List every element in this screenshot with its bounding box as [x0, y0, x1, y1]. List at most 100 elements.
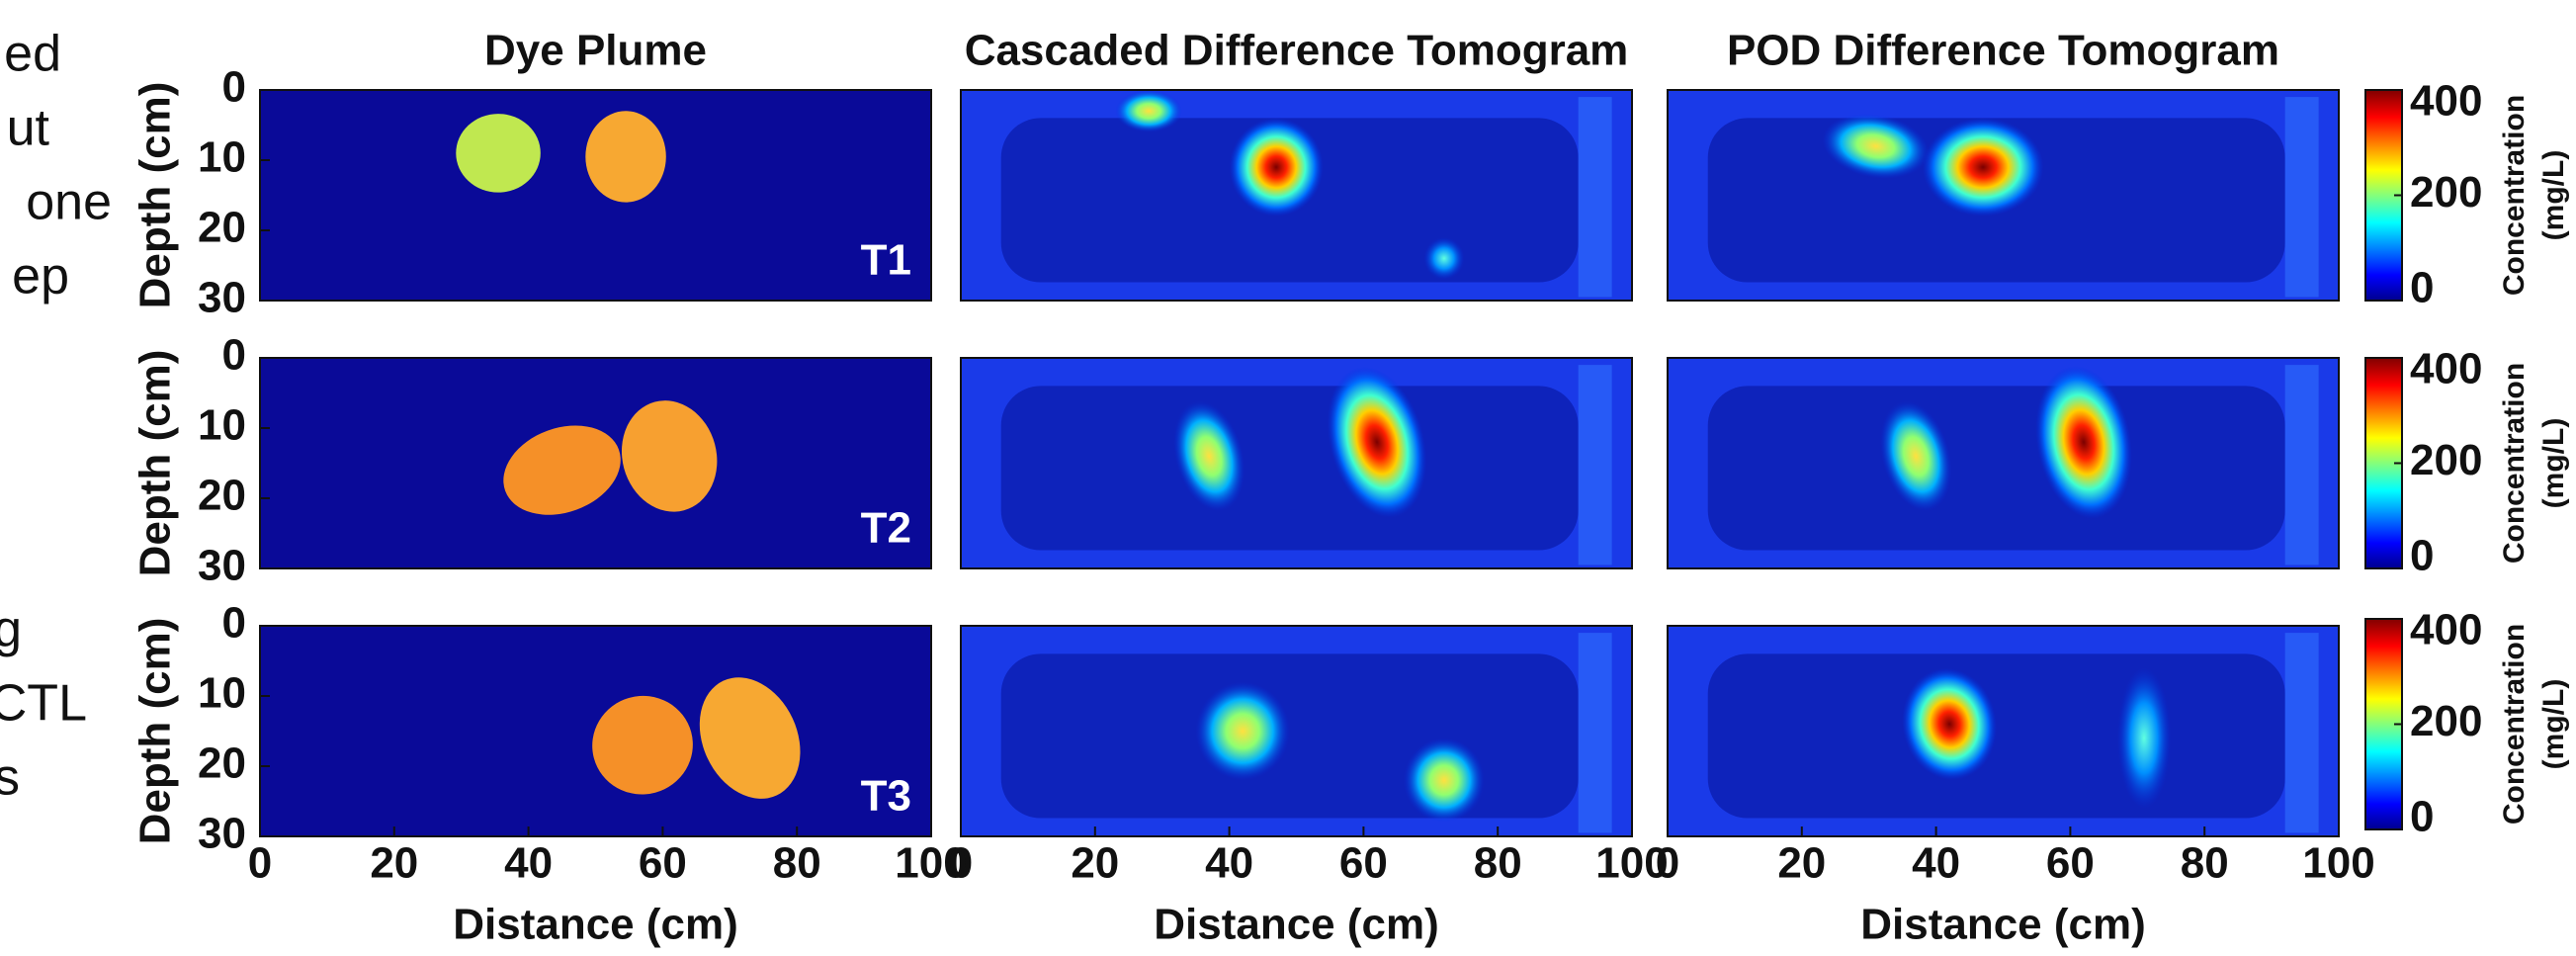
panel-frame [960, 625, 1633, 837]
plume [1923, 118, 2044, 217]
x-tick-label: 80 [1474, 839, 1522, 888]
panel-frame [960, 89, 1633, 302]
colorbar-tick-label: 200 [2410, 168, 2482, 217]
heatmap-panel [960, 357, 1633, 569]
colorbar-tick-label: 400 [2410, 77, 2482, 126]
column-title: Cascaded Difference Tomogram [965, 27, 1629, 75]
plume [1195, 681, 1290, 781]
colorbar-tick-label: 200 [2410, 697, 2482, 745]
colorbar-label: Concentration [2498, 363, 2531, 564]
plume [621, 400, 718, 512]
y-tick-label: 30 [198, 810, 246, 858]
heatmap-panel [1667, 89, 2340, 302]
colorbar-tick-label: 0 [2410, 532, 2434, 580]
y-tick-label: 0 [222, 63, 246, 112]
plume [1902, 667, 1998, 780]
y-tick-label: 30 [198, 274, 246, 322]
y-tick-label: 30 [198, 542, 246, 590]
x-tick-label: 0 [248, 839, 272, 888]
panel-frame [1667, 357, 2340, 569]
side-text: s [0, 749, 20, 807]
panel-label: T3 [861, 772, 911, 821]
heatmap-edge [1578, 633, 1612, 833]
x-tick-label: 100 [2302, 839, 2374, 888]
y-axis-label: Depth (cm) [131, 350, 180, 577]
heatmap-image [1668, 90, 2339, 301]
heatmap-panel [960, 89, 1633, 302]
heatmap-image [961, 90, 1632, 301]
heatmap-image [260, 358, 931, 568]
heatmap-inner [1000, 653, 1579, 819]
x-tick-label: 100 [895, 839, 967, 888]
y-tick-label: 10 [198, 401, 246, 450]
heatmap-edge [2284, 97, 2319, 298]
plume [2035, 365, 2132, 519]
plume [1423, 237, 1465, 280]
heatmap-panel [1667, 357, 2340, 569]
colorbar-label: (mg/L) [2537, 150, 2570, 241]
colorbar-label: (mg/L) [2537, 418, 2570, 509]
panel-frame [960, 357, 1633, 569]
plume [1822, 113, 1930, 179]
x-tick-label: 60 [1339, 839, 1388, 888]
plume [592, 695, 693, 795]
x-tick-label: 20 [370, 839, 418, 888]
panel-frame [259, 357, 932, 569]
plume [585, 111, 666, 203]
heatmap-image [961, 358, 1632, 568]
x-axis-label: Distance (cm) [453, 901, 738, 949]
y-axis-label: Depth (cm) [131, 618, 180, 845]
plume [1327, 366, 1427, 518]
x-axis-label: Distance (cm) [1860, 901, 2146, 949]
heatmap-inner [1000, 386, 1579, 551]
plume [503, 425, 621, 515]
column-title: Dye Plume [484, 27, 707, 75]
x-tick-label: 20 [1071, 839, 1119, 888]
heatmap-inner [1707, 653, 2285, 819]
plume [456, 114, 541, 193]
colorbar-tick-label: 0 [2410, 264, 2434, 312]
heatmap-panel [259, 89, 932, 302]
heatmap-panel [259, 357, 932, 569]
heatmap-image [1668, 358, 2339, 568]
colorbar-tick-label: 400 [2410, 606, 2482, 654]
side-text: CTL [0, 675, 87, 733]
heatmap-edge [1578, 97, 1612, 298]
panel-frame [259, 625, 932, 837]
panel-frame [1667, 89, 2340, 302]
plume [1404, 738, 1485, 823]
x-tick-label: 0 [949, 839, 973, 888]
x-tick-label: 20 [1777, 839, 1826, 888]
side-text: ut [7, 100, 50, 157]
heatmap-inner [1707, 386, 2285, 551]
x-tick-label: 60 [2046, 839, 2095, 888]
side-text: one [26, 174, 112, 231]
y-tick-label: 10 [198, 669, 246, 718]
x-tick-label: 80 [2181, 839, 2229, 888]
x-tick-label: 0 [1656, 839, 1679, 888]
heatmap-image [1668, 626, 2339, 836]
x-tick-label: 80 [773, 839, 821, 888]
y-tick-label: 10 [198, 133, 246, 182]
heatmap-image [260, 626, 931, 836]
plume [2116, 667, 2172, 809]
side-text: ep [12, 248, 69, 305]
colorbar-tick-label: 0 [2410, 793, 2434, 841]
y-tick-label: 20 [198, 739, 246, 788]
panel-frame [1667, 625, 2340, 837]
plume [1115, 90, 1183, 132]
colorbar-tick-label: 200 [2410, 436, 2482, 484]
plume [699, 677, 801, 799]
x-axis-label: Distance (cm) [1154, 901, 1439, 949]
colorbar-label: (mg/L) [2537, 679, 2570, 770]
heatmap-image [260, 90, 931, 301]
heatmap-edge [1578, 365, 1612, 565]
heatmap-panel [960, 625, 1633, 837]
heatmap-bg [260, 90, 931, 301]
column-title: POD Difference Tomogram [1727, 27, 2279, 75]
panel-label: T2 [861, 504, 911, 553]
y-tick-label: 20 [198, 472, 246, 520]
y-tick-label: 0 [222, 331, 246, 380]
x-tick-label: 40 [1912, 839, 1960, 888]
